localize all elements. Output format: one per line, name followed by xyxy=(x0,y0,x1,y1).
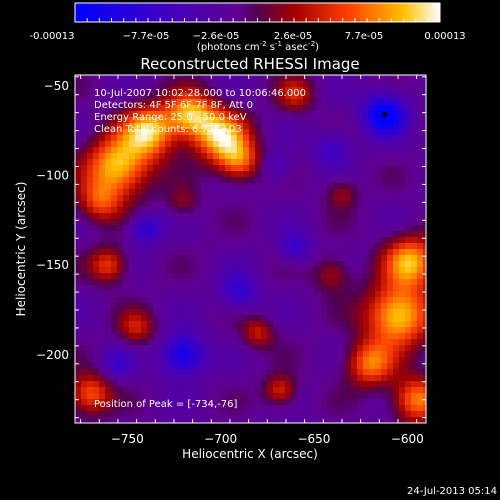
colorbar-tick-label: 0.00013 xyxy=(424,31,465,42)
colorbar-tick-label: 7.7e-05 xyxy=(345,31,383,42)
colorbar-ticks xyxy=(74,18,441,22)
colorbar-units: (photons cm-2 s-1 asec-2) xyxy=(197,40,319,53)
axis-ticks xyxy=(75,75,426,423)
y-tick-label: −200 xyxy=(36,348,69,362)
footer-date: 24-Jul-2013 05:14 xyxy=(407,486,497,497)
x-axis-label: Heliocentric X (arcsec) xyxy=(182,447,318,461)
colorbar-tick-label: −7.7e-05 xyxy=(123,31,170,42)
peak-marker xyxy=(382,111,388,117)
y-tick-label: −50 xyxy=(44,79,69,93)
plot-frame xyxy=(74,74,427,424)
colorbar-tick-label: −2.6e-05 xyxy=(193,31,240,42)
x-tick-label: −600 xyxy=(391,432,424,446)
annotation-energy: Energy Range: 25.0 - 50.0 keV xyxy=(94,112,247,123)
x-tick-label: −700 xyxy=(204,432,237,446)
annotation-time-range: 10-Jul-2007 10:02:28.000 to 10:06:46.000 xyxy=(94,88,306,99)
annotation-peak: Position of Peak = [-734,-76] xyxy=(94,399,238,410)
annotation-detectors: Detectors: 4F 5F 6F 7F 8F, Att 0 xyxy=(94,100,253,111)
colorbar-tick-label: -0.00013 xyxy=(30,31,75,42)
y-axis-label: Heliocentric Y (arcsec) xyxy=(14,182,28,317)
chart-title: Reconstructed RHESSI Image xyxy=(140,55,359,73)
x-tick-label: −750 xyxy=(111,432,144,446)
colorbar-tick-label: 2.6e-05 xyxy=(274,31,312,42)
y-tick-label: −100 xyxy=(36,168,69,182)
y-tick-label: −150 xyxy=(36,258,69,272)
annotation-counts: Clean Total counts: 6.72E+03 xyxy=(94,124,242,135)
x-tick-label: −650 xyxy=(297,432,330,446)
